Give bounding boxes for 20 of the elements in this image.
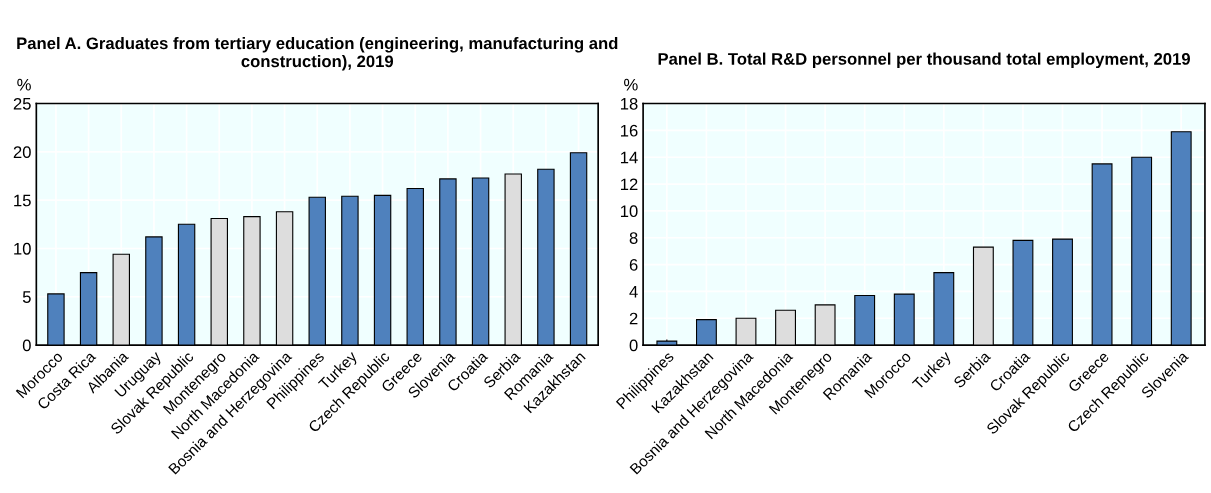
- y-tick-label: 0: [629, 339, 638, 352]
- chart-title: Panel A. Graduates from tertiary education (engineering, manufacturing and construction), 2019: [17, 36, 618, 71]
- y-tick-label: 2: [629, 312, 638, 325]
- y-tick-label: 8: [629, 232, 638, 244]
- chart-title: Panel B. Total R&D personnel per thousand total employment, 2019: [658, 52, 1190, 69]
- y-tick-label: 14: [620, 151, 638, 164]
- y-tick-label: 4: [629, 285, 638, 298]
- y-tick-label: 16: [620, 124, 638, 137]
- y-tick-label: 12: [620, 178, 638, 191]
- y-tick-label: 25: [13, 97, 31, 110]
- y-axis-title: %: [624, 78, 638, 91]
- y-tick-label: 10: [14, 242, 31, 255]
- y-tick-label: 10: [620, 205, 638, 218]
- y-tick-label: 15: [14, 194, 31, 207]
- y-tick-label: 6: [629, 258, 638, 271]
- y-tick-label: 20: [13, 146, 31, 159]
- y-tick-label: 18: [620, 97, 638, 110]
- y-tick-label: 0: [22, 339, 31, 352]
- y-tick-label: 5: [22, 291, 31, 303]
- y-axis-title: %: [17, 78, 31, 91]
